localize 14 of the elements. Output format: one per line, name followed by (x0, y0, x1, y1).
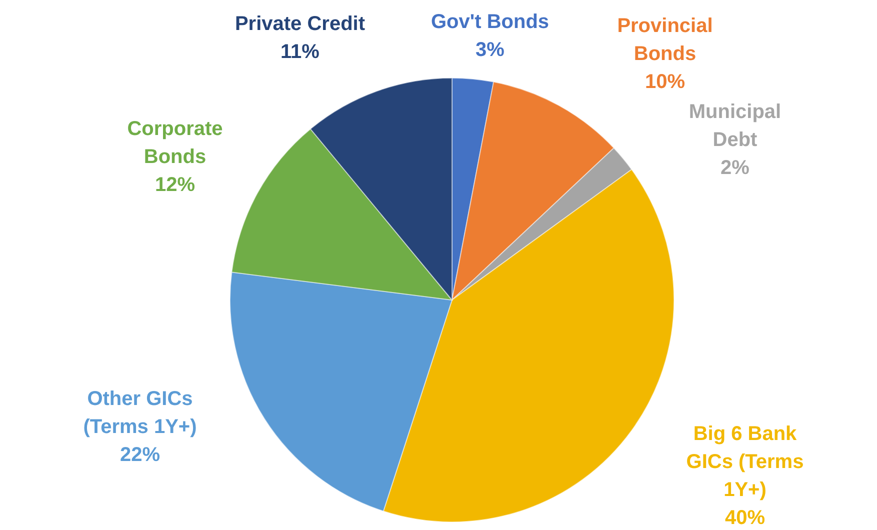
data-label: 12% (154, 174, 196, 196)
data-label: 3% (476, 39, 505, 61)
slice-label: Other GICs (Terms 1Y+) (83, 388, 197, 438)
slice-label: Gov't Bonds (430, 11, 550, 33)
data-label: 10% (644, 71, 686, 93)
data-label: 2% (720, 157, 750, 179)
slice-label: Municipal Debt (688, 101, 782, 151)
slice-label: Provincial Bonds (617, 15, 713, 65)
slice-label: Corporate Bonds (127, 118, 223, 168)
data-label: 22% (120, 444, 160, 466)
data-label: 40% (724, 507, 766, 529)
slice-label: Private Credit (234, 13, 366, 35)
slice-label: Big 6 Bank GICs (Terms 1Y+) (686, 423, 804, 501)
data-label: 11% (280, 41, 320, 63)
